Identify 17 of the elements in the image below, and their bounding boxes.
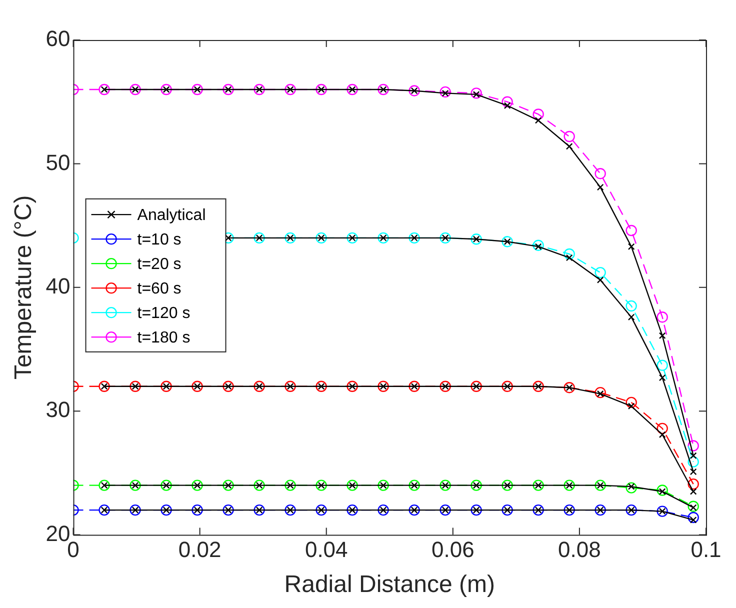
legend-label: t=10 s [137,231,182,248]
x-tick-label: 0.08 [558,537,601,562]
x-tick-label: 0.04 [304,537,348,562]
legend-label: t=60 s [137,280,182,298]
y-tick-label: 60 [46,26,70,52]
x-tick-label: 0.06 [431,537,474,562]
legend-label: Analytical [137,206,206,224]
legend-label: t=180 s [137,329,190,346]
y-tick-label: 40 [46,273,70,298]
x-tick-label: 0.1 [690,537,722,562]
legend-label: t=120 s [137,304,190,322]
y-tick-label: 50 [46,150,70,175]
x-axis-title: Radial Distance (m) [284,571,496,598]
x-tick-label: 0.02 [178,537,222,562]
y-tick-label: 30 [46,397,70,422]
y-axis-title: Temperature (°C) [10,195,38,380]
legend-label: t=20 s [137,256,182,273]
